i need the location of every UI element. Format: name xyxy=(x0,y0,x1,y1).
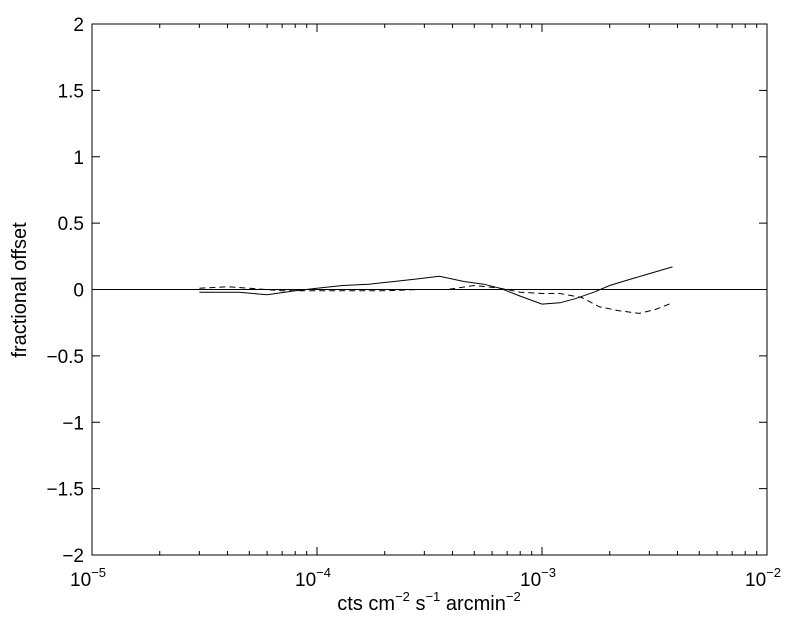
y-tick-label: −1.5 xyxy=(46,480,84,501)
y-tick-label: 0 xyxy=(73,281,84,302)
x-tick-labels: 10−5 10−4 10−3 10−2 xyxy=(70,565,781,591)
y-tick-label: 0.5 xyxy=(58,214,84,235)
y-tick-label: −1 xyxy=(62,413,84,434)
series-line-solid xyxy=(199,266,673,305)
y-tick-labels: 2 1.5 1 0.5 0 −0.5 −1 −1.5 −2 xyxy=(46,15,84,567)
x-tick-label: 10−3 xyxy=(520,565,556,591)
x-tick-label: 10−4 xyxy=(295,565,331,591)
y-tick-label: −2 xyxy=(62,546,84,567)
y-tick-label: 1.5 xyxy=(58,81,84,102)
series-layer xyxy=(199,266,673,314)
y-tick-label: 1 xyxy=(73,148,84,169)
y-tick-label: −0.5 xyxy=(46,347,84,368)
x-tick-label: 10−5 xyxy=(70,565,106,591)
x-tick-label: 10−2 xyxy=(745,565,781,591)
y-axis-label: fractional offset xyxy=(9,222,31,358)
plot-frame xyxy=(91,23,768,556)
y-tick-label: 2 xyxy=(73,15,84,36)
x-axis-label: cts cm−2 s−1 arcmin−2 xyxy=(337,589,520,615)
series-line-dashed xyxy=(199,284,673,314)
